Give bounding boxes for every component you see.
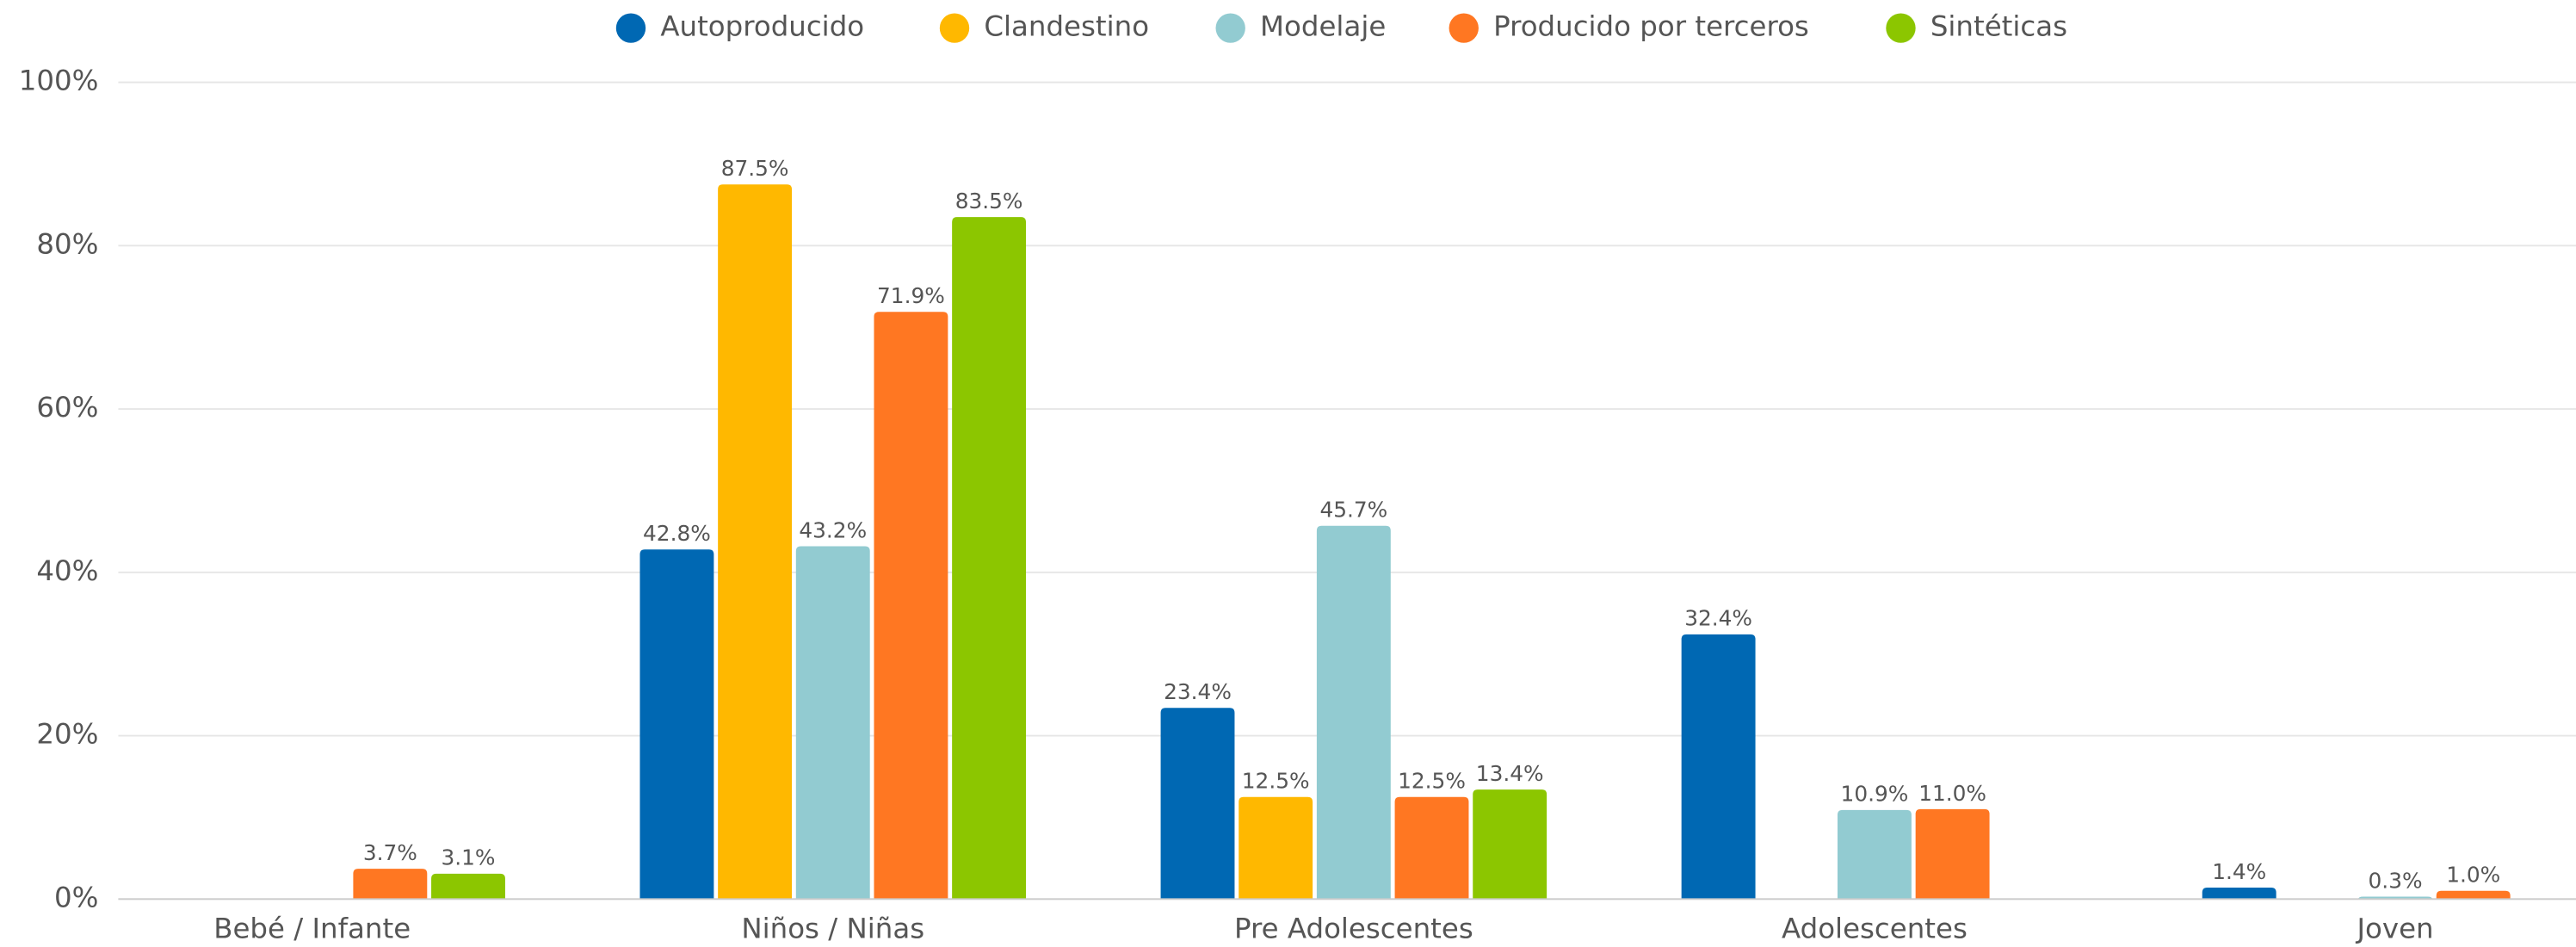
value-label: 45.7% xyxy=(1319,498,1387,523)
value-label: 23.4% xyxy=(1164,679,1232,704)
bar xyxy=(639,549,714,900)
legend-marker xyxy=(939,13,970,43)
y-tick-label: 60% xyxy=(36,391,98,424)
x-tick-label: Niños / Niñas xyxy=(741,913,924,944)
legend-marker xyxy=(615,13,646,43)
value-label: 13.4% xyxy=(1476,761,1544,786)
bar xyxy=(2202,888,2276,900)
value-label: 87.5% xyxy=(721,156,789,181)
x-tick-label: Joven xyxy=(2355,913,2433,944)
bar xyxy=(1239,796,1313,900)
value-label: 10.9% xyxy=(1841,782,1909,807)
bar xyxy=(1316,525,1391,900)
value-label: 1.4% xyxy=(2212,859,2266,884)
legend-marker xyxy=(1449,13,1479,43)
bar xyxy=(1160,708,1235,900)
x-tick-label: Pre Adolescentes xyxy=(1234,913,1473,944)
value-label: 12.5% xyxy=(1398,769,1466,794)
bar xyxy=(1681,634,1756,900)
value-label: 3.7% xyxy=(363,840,417,865)
bar xyxy=(1915,808,1990,900)
bar xyxy=(874,312,948,900)
legend-label: Clandestino xyxy=(984,10,1149,43)
bar xyxy=(1394,796,1469,900)
y-tick-label: 20% xyxy=(36,718,98,751)
bar xyxy=(431,873,505,900)
bar xyxy=(952,217,1027,900)
bar xyxy=(795,546,870,900)
bar xyxy=(1473,789,1547,900)
y-tick-label: 100% xyxy=(19,65,99,97)
y-tick-label: 80% xyxy=(36,227,98,260)
value-label: 0.3% xyxy=(2369,868,2423,893)
value-label: 3.1% xyxy=(442,845,496,870)
value-label: 1.0% xyxy=(2446,863,2500,888)
legend-label: Producido por terceros xyxy=(1493,10,1809,43)
bar xyxy=(718,184,793,900)
x-tick-label: Adolescentes xyxy=(1782,913,1968,944)
legend-marker xyxy=(1215,13,1245,43)
legend-label: Sintéticas xyxy=(1930,10,2067,43)
value-label: 71.9% xyxy=(877,283,945,308)
x-tick-label: Bebé / Infante xyxy=(213,913,411,944)
legend-label: Autoproducido xyxy=(660,10,864,43)
value-label: 42.8% xyxy=(643,521,711,546)
value-label: 83.5% xyxy=(955,189,1023,214)
bar xyxy=(2436,890,2511,900)
bar xyxy=(1837,809,1912,900)
y-tick-label: 0% xyxy=(54,881,98,913)
value-label: 43.2% xyxy=(799,517,867,542)
value-label: 32.4% xyxy=(1684,606,1752,631)
value-label: 12.5% xyxy=(1242,769,1310,794)
bar xyxy=(353,869,428,900)
legend-label: Modelaje xyxy=(1260,10,1386,43)
value-label: 11.0% xyxy=(1918,781,1986,806)
legend-marker xyxy=(1886,13,1916,43)
y-tick-label: 40% xyxy=(36,554,98,587)
